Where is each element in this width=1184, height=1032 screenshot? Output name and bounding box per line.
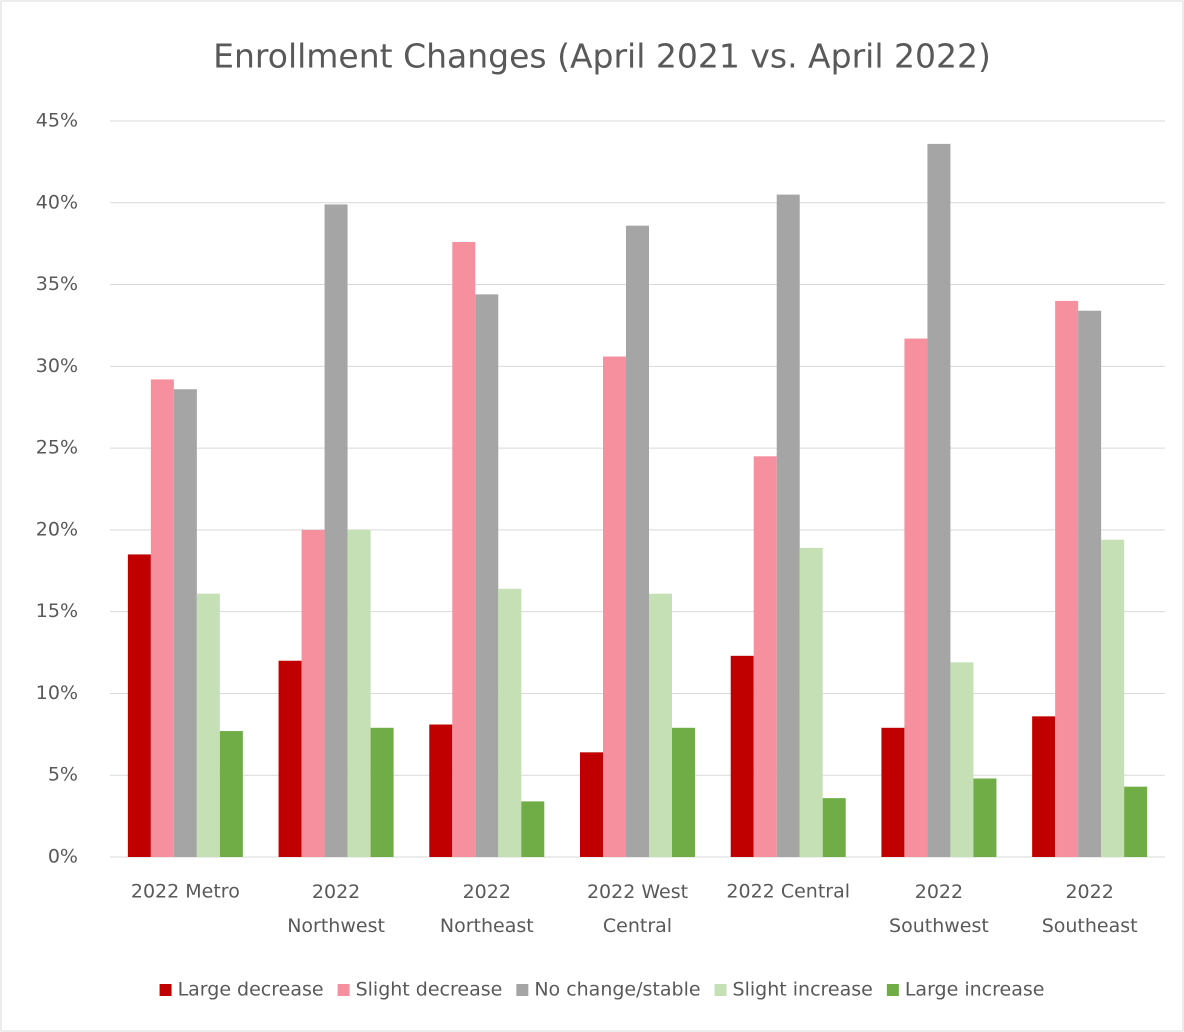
bar: [672, 727, 695, 857]
bar: [649, 593, 672, 857]
bar: [278, 660, 302, 857]
x-tick-label: 2022 Southeast: [1042, 881, 1138, 937]
bar: [799, 547, 823, 857]
legend-label: Slight increase: [733, 979, 873, 1001]
x-tick-label: 2022 Central: [726, 881, 850, 903]
bar: [1055, 300, 1079, 857]
legend-swatch: [886, 984, 899, 996]
y-tick-label: 15%: [36, 600, 78, 622]
y-tick-label: 45%: [36, 110, 78, 132]
legend-swatch: [714, 984, 727, 996]
bar: [429, 724, 453, 857]
bar: [950, 662, 974, 857]
legend-label: No change/stable: [534, 979, 700, 1001]
bar: [475, 294, 499, 857]
y-tick-label: 20%: [36, 518, 78, 540]
bar: [370, 727, 394, 857]
bar: [1124, 786, 1148, 857]
bar: [580, 752, 603, 857]
bar: [301, 529, 325, 857]
y-tick-label: 25%: [36, 437, 78, 459]
bar: [753, 456, 777, 857]
bar: [904, 338, 928, 857]
x-tick-label: 2022 Southwest: [889, 881, 989, 937]
bar: [127, 554, 151, 857]
y-tick-label: 30%: [36, 355, 78, 377]
bar: [973, 778, 997, 857]
legend-swatch: [516, 984, 529, 996]
chart-title: Enrollment Changes (April 2021 vs. April…: [213, 37, 991, 76]
x-tick-label: 2022 Northeast: [440, 881, 534, 937]
x-tick-label: 2022 West Central: [587, 881, 688, 937]
bar: [881, 727, 905, 857]
y-tick-label: 5%: [48, 764, 78, 786]
bar: [822, 798, 846, 857]
bar: [1032, 716, 1056, 857]
bar: [927, 143, 951, 858]
bar: [150, 379, 174, 857]
y-tick-label: 40%: [36, 191, 78, 213]
y-tick-label: 35%: [36, 273, 78, 295]
bar: [452, 242, 476, 857]
y-tick-label: 10%: [36, 682, 78, 704]
bar: [626, 225, 649, 858]
y-tick-label: 0%: [48, 846, 78, 868]
x-tick-label: 2022 Northwest: [287, 881, 385, 937]
legend-swatch: [159, 984, 172, 996]
x-tick-label: 2022 Metro: [131, 881, 240, 903]
legend-label: Slight decrease: [356, 979, 503, 1001]
legend-label: Large increase: [905, 979, 1045, 1001]
bar: [347, 529, 371, 857]
bar: [730, 655, 754, 857]
bar: [173, 389, 197, 857]
bar: [219, 731, 243, 857]
bar: [498, 588, 522, 857]
bar: [603, 356, 626, 857]
bar: [521, 801, 545, 857]
bar: [324, 204, 348, 857]
legend-swatch: [337, 984, 350, 996]
legend-label: Large decrease: [178, 979, 324, 1001]
bar: [196, 593, 220, 857]
bar: [1078, 310, 1102, 857]
bar: [776, 194, 800, 858]
bar: [1101, 539, 1125, 857]
